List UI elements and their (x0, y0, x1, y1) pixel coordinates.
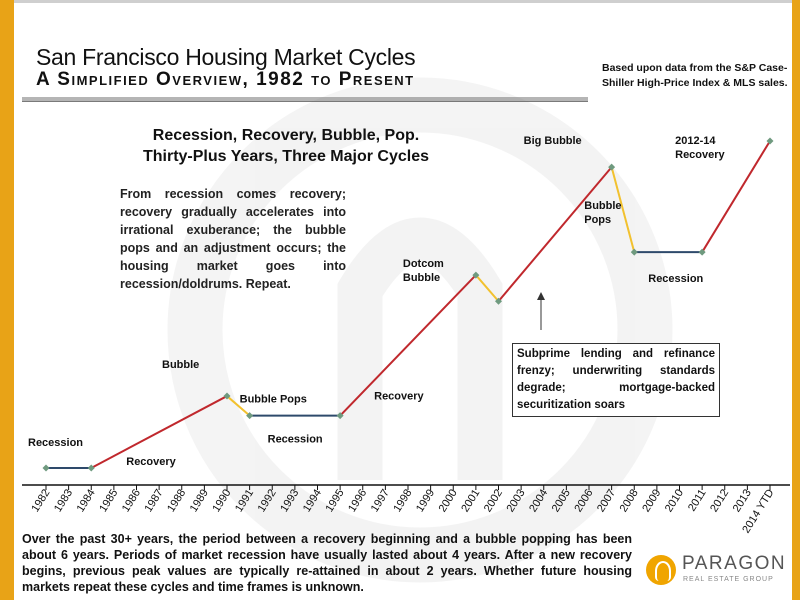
annotation-recession-2009: Recession (648, 273, 703, 285)
x-tick-label: 1983 (52, 487, 75, 514)
x-tick-label: 1986 (120, 487, 143, 514)
cycle-marker (42, 464, 50, 472)
annotation-bubble-pops-1991: Bubble Pops (240, 394, 307, 406)
cycle-marker (608, 163, 616, 171)
cycle-segment-recovery (497, 166, 613, 302)
annotation-recovery-1996: Recovery (374, 391, 424, 403)
paragon-logo-icon (646, 555, 676, 585)
source-note: Based upon data from the S&P Case-Shille… (602, 62, 788, 89)
page-title: San Francisco Housing Market Cycles (36, 44, 416, 70)
annotation-recession-1982: Recession (28, 437, 83, 449)
subprime-arrow-head (537, 292, 545, 300)
x-tick-label: 1988 (165, 487, 188, 514)
x-tick-label: 1987 (143, 487, 166, 514)
annotation-bubble-1989: Bubble (162, 359, 199, 371)
watermark-logo (167, 77, 673, 583)
cycle-segment-recovery (90, 395, 228, 469)
x-tick-label: 2009 (640, 487, 663, 514)
cycle-marker (766, 137, 774, 145)
subprime-callout: Subprime lending and refinance frenzy; u… (512, 343, 720, 417)
x-tick-label: 1984 (75, 487, 98, 514)
x-tick-label: 2010 (663, 487, 686, 514)
x-tick-label: 1999 (414, 487, 437, 514)
headline-line-2: Thirty-Plus Years, Three Major Cycles (142, 148, 430, 165)
cycle-segment-bubble_pop (610, 166, 636, 253)
left-frame-bar (0, 0, 14, 600)
annotation-recession-1992: Recession (268, 434, 323, 446)
x-tick-label: 2012 (708, 487, 731, 514)
logo-name: PARAGON (682, 553, 787, 574)
cycle-marker (246, 412, 254, 420)
cycle-marker (223, 392, 231, 400)
right-frame-bar (792, 0, 800, 600)
annotation-recovery-2012-14: 2012-14 Recovery (675, 135, 725, 161)
x-tick-label: 1996 (346, 487, 369, 514)
cycle-segment-recovery (701, 140, 771, 253)
headline-line-1: Recession, Recovery, Bubble, Pop. (152, 127, 420, 144)
page-subtitle: A Simplified Overview, 1982 to Present (36, 69, 415, 90)
cycle-segment-bubble_pop (475, 274, 500, 302)
cycle-marker (472, 271, 480, 279)
cycle-marker (87, 464, 95, 472)
paragon-logo: PARAGON REAL ESTATE GROUP (646, 553, 786, 589)
annotation-recovery-1985: Recovery (126, 456, 176, 468)
x-tick-label: 2000 (437, 487, 460, 514)
cycle-segment-recovery (339, 274, 477, 417)
cycle-marker (698, 248, 706, 256)
cycle-marker (495, 297, 502, 305)
header-divider (22, 97, 588, 101)
cycle-segment-bubble_pop (226, 395, 251, 417)
top-rule (14, 0, 792, 3)
logo-tagline: REAL ESTATE GROUP (683, 576, 774, 583)
intro-text: From recession comes recovery; recovery … (120, 187, 346, 291)
x-tick-label: 2011 (686, 487, 709, 513)
x-tick-label: 2013 (731, 487, 754, 514)
x-tick-label: 1998 (391, 487, 414, 514)
x-tick-label: 1995 (324, 487, 347, 514)
x-tick-label: 1997 (369, 487, 392, 514)
x-tick-label: 1989 (188, 487, 211, 514)
x-tick-label: 1985 (97, 487, 120, 514)
footer-summary: Over the past 30+ years, the period betw… (22, 532, 632, 594)
x-tick-label: 2001 (459, 487, 482, 514)
x-tick-label: 2008 (618, 487, 641, 514)
cycle-marker (630, 248, 638, 256)
headline: Recession, Recovery, Bubble, Pop. Thirty… (96, 125, 476, 167)
x-tick-label: 1982 (29, 487, 52, 514)
annotation-dotcom-bubble: Dotcom Bubble (403, 258, 444, 284)
cycle-marker (336, 412, 344, 420)
annotation-bubble-pops-2008: Bubble Pops (584, 200, 621, 226)
header-divider-line (22, 101, 588, 102)
annotation-big-bubble: Big Bubble (524, 135, 582, 147)
